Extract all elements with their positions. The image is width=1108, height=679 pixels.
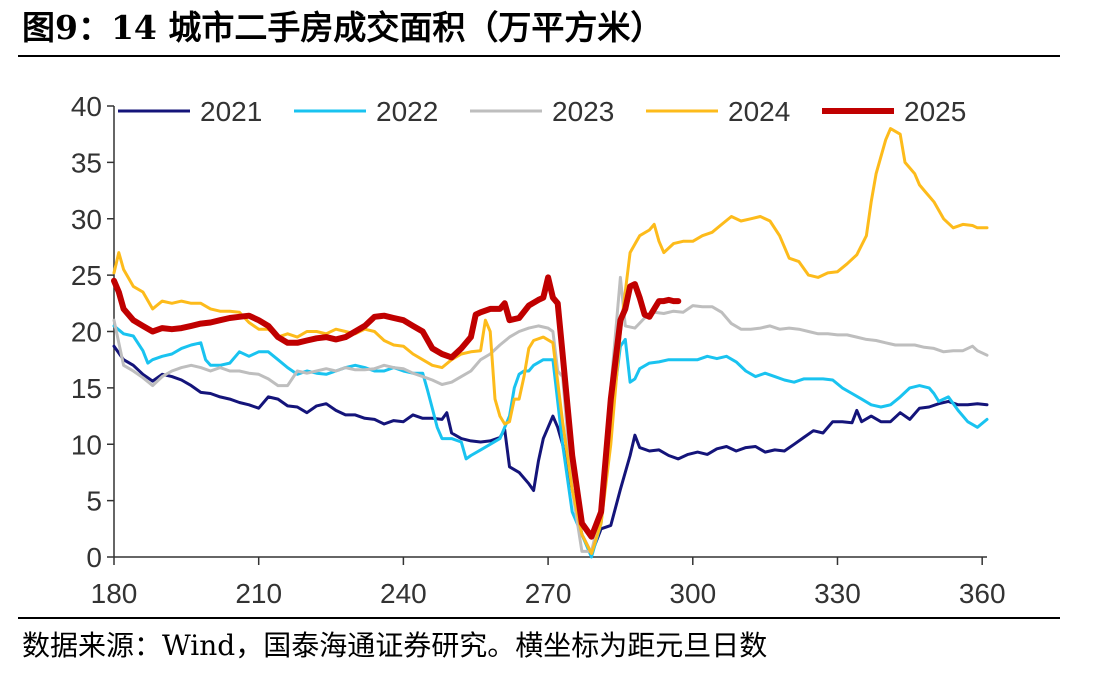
y-tick-label: 20 — [71, 317, 102, 348]
x-tick-label: 360 — [959, 578, 1006, 609]
y-tick-label: 40 — [71, 91, 102, 122]
x-axis: 180 210 240 270 300 330 360 — [91, 557, 1006, 609]
source-note: 数据来源：Wind，国泰海通证券研究。横坐标为距元旦日数 — [22, 629, 768, 662]
legend: 2021 2022 2023 2024 2025 — [118, 96, 966, 127]
series-line-2021 — [112, 344, 989, 556]
legend-label-2025: 2025 — [904, 96, 966, 127]
x-tick-label: 270 — [525, 578, 572, 609]
y-axis: 0 5 10 15 20 25 30 35 40 — [71, 91, 114, 573]
y-tick-label: 15 — [71, 373, 102, 404]
series-line-2024 — [112, 127, 989, 556]
legend-label-2023: 2023 — [552, 96, 614, 127]
x-tick-label: 300 — [669, 578, 716, 609]
series-line-2023 — [112, 275, 989, 553]
legend-label-2021: 2021 — [200, 96, 262, 127]
series-layer — [111, 127, 989, 559]
chart-title: 图9：14 城市二手房成交面积（万平方米） — [22, 8, 664, 47]
source-rule — [18, 617, 1060, 619]
x-tick-label: 180 — [91, 578, 138, 609]
series-line-2022 — [112, 324, 989, 559]
legend-label-2024: 2024 — [728, 96, 790, 127]
legend-label-2022: 2022 — [376, 96, 438, 127]
x-tick-label: 210 — [235, 578, 282, 609]
x-tick-label: 330 — [814, 578, 861, 609]
x-tick-label: 240 — [380, 578, 427, 609]
y-tick-label: 30 — [71, 204, 102, 235]
y-tick-label: 10 — [71, 429, 102, 460]
y-tick-label: 25 — [71, 260, 102, 291]
series-line-2025 — [111, 274, 682, 540]
title-rule — [18, 55, 1060, 57]
y-tick-label: 0 — [86, 542, 102, 573]
y-tick-label: 35 — [71, 147, 102, 178]
y-tick-label: 5 — [86, 486, 102, 517]
